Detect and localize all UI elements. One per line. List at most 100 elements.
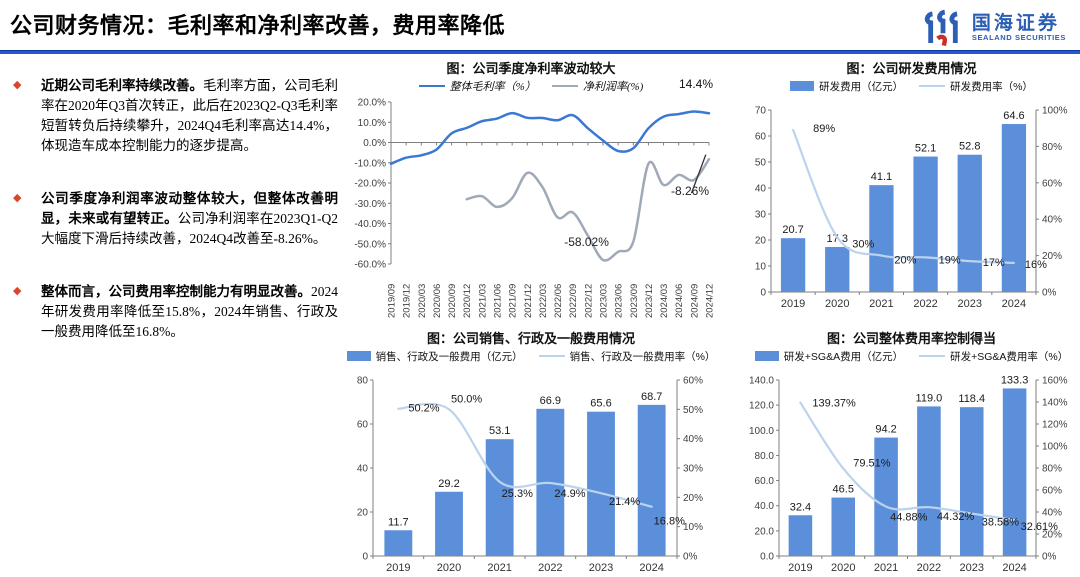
rd-expense-plot: 0 10 20 30 40 50 60 70 0% 20% 40% 60% 80% 100% 2019 202… xyxy=(755,106,1068,311)
chart-title: 图：公司销售、行政及一般费用情况 xyxy=(426,331,635,346)
svg-text:2020/12: 2020/12 xyxy=(462,284,473,318)
logo-icon xyxy=(924,9,958,47)
annotation-leader-line xyxy=(690,154,707,194)
category-label: 2021 xyxy=(869,298,893,310)
bar-value-label: 41.1 xyxy=(871,171,892,183)
svg-text:140%: 140% xyxy=(1042,398,1068,409)
svg-text:40: 40 xyxy=(755,184,767,195)
svg-text:2023/06: 2023/06 xyxy=(614,284,625,318)
legend-item: 销售、行政及一般费用（亿元） xyxy=(346,349,523,364)
bar xyxy=(1002,388,1027,556)
svg-text:2019/09: 2019/09 xyxy=(387,284,398,318)
bar xyxy=(1001,124,1027,292)
bar-swatch-icon xyxy=(346,351,371,361)
rate-line xyxy=(799,401,1016,522)
svg-text:60%: 60% xyxy=(683,376,703,387)
bar xyxy=(869,185,894,292)
rate-value-label: 44.88% xyxy=(890,512,928,524)
chart-quarterly-net-margin: 图：公司季度净利率波动较大 整体毛利率（%） 净利润率(%) 14.4% 20.… xyxy=(345,58,717,320)
category-label: 2024 xyxy=(639,562,663,574)
svg-text:10%: 10% xyxy=(683,522,703,533)
sgna-expense-plot: 0 20 40 60 80 0% 10% 20% 30% 40% 50% 60% 2019 2020 202… xyxy=(357,376,703,575)
diamond-bullet-icon: ◆ xyxy=(13,284,22,297)
bar xyxy=(874,437,898,556)
bullet-item-gross-margin: ◆ 近期公司毛利率持续改善。毛利率方面，公司毛利率在2020年Q3首次转正，此后… xyxy=(10,76,338,156)
bar xyxy=(957,154,982,292)
svg-text:20: 20 xyxy=(357,508,369,519)
plot-area: 0 20 40 60 80 0% 10% 20% 30% 40% 50% 60% 2019 2020 202… xyxy=(357,376,703,575)
legend-item: 研发+SG&A费用率（%） xyxy=(919,349,1068,364)
svg-text:2020/09: 2020/09 xyxy=(447,284,458,318)
svg-text:2021/03: 2021/03 xyxy=(477,284,488,318)
rate-value-label: 25.3% xyxy=(502,488,533,500)
rate-value-label: 24.9% xyxy=(554,488,585,500)
page-title: 公司财务情况：毛利率和净利率改善，费用率降低 xyxy=(10,13,506,38)
legend-item: 研发+SG&A费用（亿元） xyxy=(754,349,903,364)
category-label: 2020 xyxy=(437,562,461,574)
line-swatch-icon xyxy=(919,85,946,87)
line-series xyxy=(389,110,711,166)
logo-name-cn: 国海证券 xyxy=(971,13,1060,35)
bullet-text: 近期公司毛利率持续改善。毛利率方面，公司毛利率在2020年Q3首次转正，此后在2… xyxy=(41,78,338,153)
diamond-bullet-icon: ◆ xyxy=(13,191,22,204)
svg-text:20.0: 20.0 xyxy=(755,526,775,537)
category-label: 2021 xyxy=(874,562,898,574)
svg-text:2024/03: 2024/03 xyxy=(659,284,670,318)
svg-text:-20.0%: -20.0% xyxy=(354,179,386,190)
bar xyxy=(780,238,806,292)
annotation-latest-gross-margin: 14.4% xyxy=(678,77,713,91)
svg-text:100.0: 100.0 xyxy=(749,426,774,437)
svg-text:0%: 0% xyxy=(1042,288,1057,299)
svg-text:160%: 160% xyxy=(1042,376,1068,387)
rate-line xyxy=(397,402,653,508)
svg-text:0%: 0% xyxy=(683,552,698,563)
svg-text:60%: 60% xyxy=(1042,178,1062,189)
category-label: 2020 xyxy=(825,298,849,310)
bar-value-label: 66.9 xyxy=(540,395,561,407)
bar-value-label: 65.6 xyxy=(590,398,611,410)
svg-text:60.0: 60.0 xyxy=(755,476,775,487)
bar xyxy=(587,411,615,556)
category-label: 2020 xyxy=(831,562,855,574)
svg-text:2020/03: 2020/03 xyxy=(417,284,428,318)
bar xyxy=(825,247,850,292)
svg-text:40%: 40% xyxy=(1042,215,1062,226)
svg-text:0%: 0% xyxy=(1042,552,1057,563)
bullet-list: ◆ 近期公司毛利率持续改善。毛利率方面，公司毛利率在2020年Q3首次转正，此后… xyxy=(10,76,338,375)
svg-text:60: 60 xyxy=(357,420,369,431)
rate-value-label: 30% xyxy=(852,238,874,250)
bar-value-label: 64.6 xyxy=(1003,110,1024,122)
plot-area: 0 10 20 30 40 50 60 70 0% 20% 40% 60% 80% 100% 2019 202… xyxy=(755,106,1068,311)
bar-value-label: 52.8 xyxy=(959,141,980,153)
bar-swatch-icon xyxy=(754,351,779,361)
bar-value-label: 53.1 xyxy=(489,425,510,437)
legend-item: 整体毛利率（%） xyxy=(418,78,536,94)
chart-rd-expense: 图：公司研发费用情况 研发费用（亿元） 研发费用率（%） 0 10 20 30 40 50… xyxy=(743,58,1080,312)
bar xyxy=(485,439,514,556)
svg-text:-30.0%: -30.0% xyxy=(354,199,386,210)
chart-title: 图：公司整体费用率控制得当 xyxy=(826,331,996,346)
category-label: 2021 xyxy=(487,562,511,574)
bar-value-label: 11.7 xyxy=(388,516,409,528)
svg-text:40%: 40% xyxy=(683,434,703,445)
svg-text:100%: 100% xyxy=(1042,106,1068,117)
legend-item: 销售、行政及一般费用率（%） xyxy=(538,349,715,364)
svg-text:-50.0%: -50.0% xyxy=(354,239,386,250)
line-swatch-icon xyxy=(919,355,946,357)
plot-area: 20.0% 10.0% 0.0% -10.0% -20.0% -30.0% -40.0% -5… xyxy=(354,98,715,319)
bullet-item-expense-ratio: ◆ 整体而言，公司费用率控制能力有明显改善。2024年研发费用率降低至15.8%… xyxy=(10,282,338,342)
rate-value-label: 44.32% xyxy=(937,511,975,523)
bullet-text: 公司季度净利润率波动整体较大，但整体改善明显，未来或有望转正。公司净利润率在20… xyxy=(41,190,338,246)
category-label: 2023 xyxy=(960,562,984,574)
svg-text:-40.0%: -40.0% xyxy=(354,219,386,230)
bar-value-label: 46.5 xyxy=(833,484,854,496)
bar-value-label: 118.4 xyxy=(958,393,985,405)
svg-text:2021/09: 2021/09 xyxy=(508,284,519,318)
svg-text:2020/06: 2020/06 xyxy=(432,284,443,318)
title-underline xyxy=(0,50,1080,54)
svg-text:2022/03: 2022/03 xyxy=(538,284,549,318)
bar xyxy=(831,497,856,556)
svg-text:80%: 80% xyxy=(1042,464,1062,475)
chart-title: 图：公司研发费用情况 xyxy=(846,61,977,76)
category-label: 2024 xyxy=(1002,298,1026,310)
